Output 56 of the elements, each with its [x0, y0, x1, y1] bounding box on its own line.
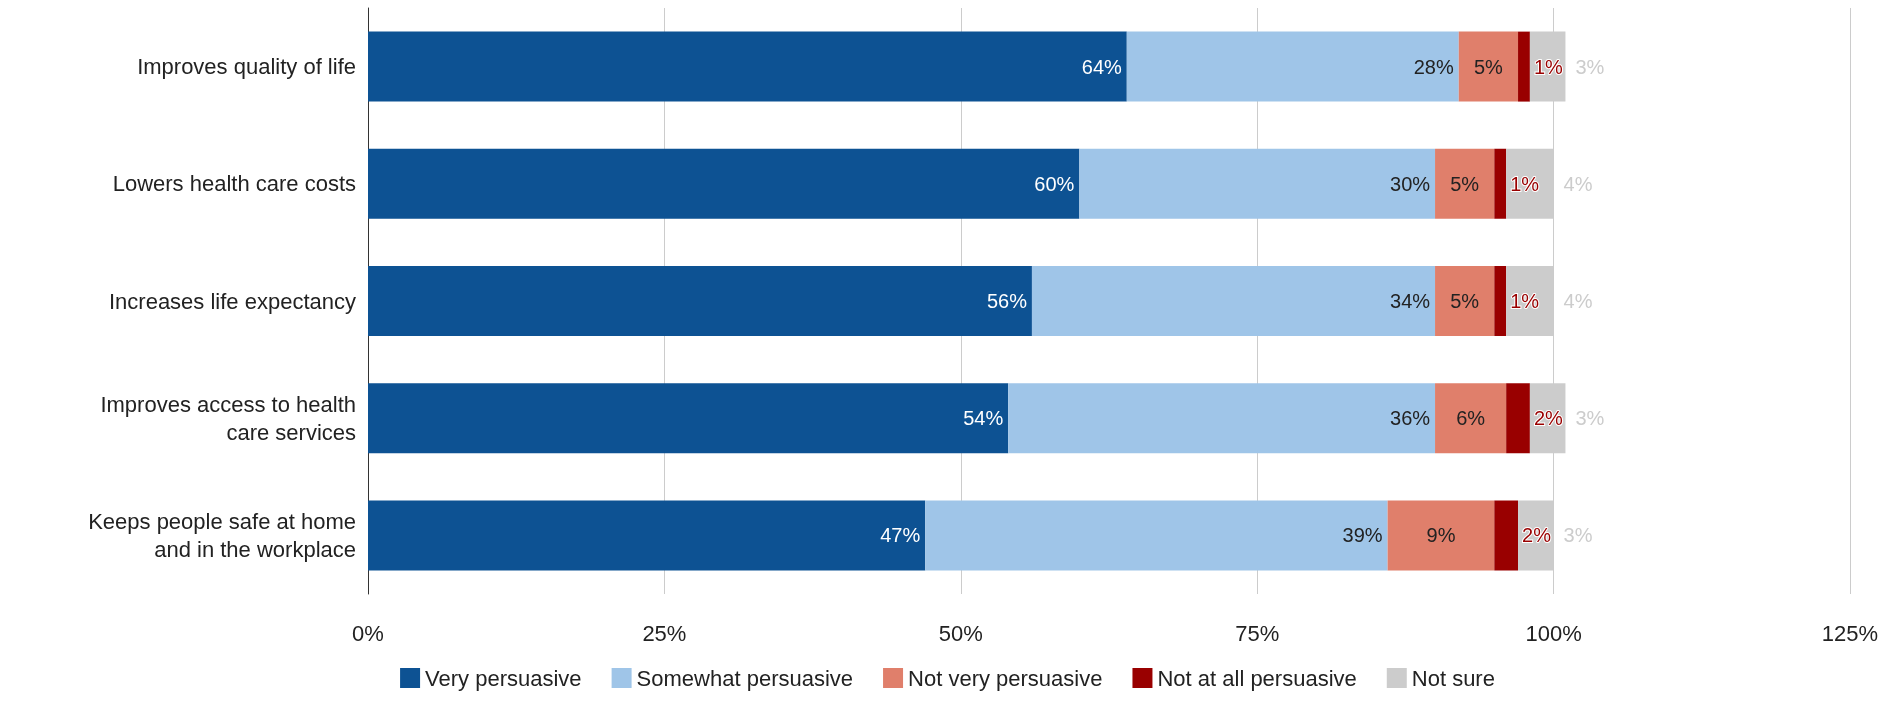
legend-label: Somewhat persuasive — [636, 665, 854, 691]
data-label: 34% — [1390, 290, 1431, 312]
x-tick-label: 25% — [642, 620, 687, 646]
y-tick-label: Increases life expectancy — [108, 288, 356, 314]
bar — [1387, 500, 1495, 571]
x-tick-label: 0% — [352, 620, 384, 646]
bar — [1126, 31, 1459, 102]
y-tick-label: Improves access to health care services — [100, 391, 356, 445]
bar — [1435, 266, 1495, 336]
data-label: 2% — [1533, 407, 1564, 430]
legend-label: Not very persuasive — [908, 665, 1103, 691]
data-label: 1% — [1533, 55, 1564, 78]
data-label: 28% — [1413, 55, 1454, 78]
y-tick-label: Improves quality of life — [137, 54, 356, 80]
data-label: 1% — [1510, 290, 1540, 312]
bar — [1518, 31, 1530, 102]
bar — [1494, 148, 1507, 219]
data-label: 36% — [1390, 407, 1431, 430]
bar — [368, 500, 926, 571]
legend-label: Not sure — [1411, 665, 1495, 691]
data-label: 30% — [1390, 172, 1431, 195]
bar — [1506, 383, 1530, 454]
y-tick-label: Lowers health care costs — [112, 171, 356, 197]
bar — [1008, 383, 1436, 454]
bar — [925, 500, 1388, 571]
data-label: 56% — [986, 290, 1028, 312]
data-label: 39% — [1342, 524, 1383, 547]
data-label: 60% — [1034, 172, 1075, 195]
bar — [1031, 266, 1436, 336]
x-tick-label: 125% — [1821, 620, 1879, 646]
legend-label: Not at all persuasive — [1157, 665, 1357, 691]
bar — [368, 383, 1009, 454]
x-tick-label: 100% — [1525, 620, 1582, 646]
data-label: 2% — [1522, 524, 1552, 547]
data-label: 5% — [1450, 172, 1480, 195]
y-tick-label: Keeps people safe at home and in the workplace — [88, 508, 356, 562]
bar — [368, 266, 1032, 336]
bar — [1458, 31, 1519, 102]
data-label: 47% — [880, 524, 921, 547]
x-tick-label: 75% — [1235, 620, 1280, 646]
legend-label: Very persuasive — [425, 665, 582, 691]
bar — [1494, 500, 1519, 571]
bar — [368, 148, 1080, 219]
data-label: 1% — [1510, 172, 1540, 195]
bar — [1435, 383, 1507, 454]
data-label: 54% — [963, 407, 1004, 430]
bar — [1494, 266, 1507, 336]
data-label: 64% — [1081, 55, 1122, 78]
bar — [368, 31, 1127, 102]
data-label: 6% — [1456, 407, 1486, 430]
bar — [1079, 148, 1436, 219]
x-tick-label: 50% — [938, 620, 983, 646]
data-label: 5% — [1450, 290, 1480, 312]
data-label: 9% — [1426, 524, 1456, 547]
data-label: 5% — [1473, 55, 1504, 78]
bar — [1435, 148, 1495, 219]
